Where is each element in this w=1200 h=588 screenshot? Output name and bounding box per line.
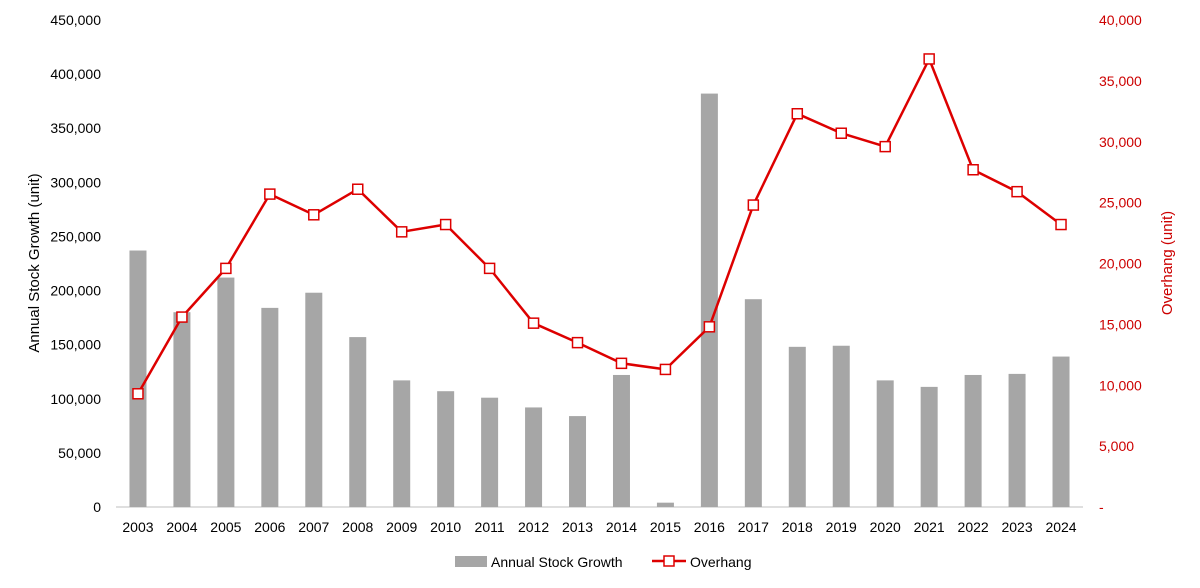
x-axis-ticks: 2003 2004 2005 2006 2007 2008 2009 2010 2011 2012… xyxy=(122,519,1076,535)
left-tick-label: 450,000 xyxy=(50,12,101,28)
right-axis-ticks: - 5,000 10,000 15,000 20,000 25,000 30,000 35,0… xyxy=(1099,12,1142,515)
legend-swatch-bar xyxy=(455,556,487,567)
overhang-point-2007 xyxy=(308,209,320,221)
overhang-point-2018 xyxy=(791,107,804,120)
left-tick-label: 300,000 xyxy=(50,174,101,190)
left-tick-label: 0 xyxy=(93,499,101,515)
left-tick-label: 350,000 xyxy=(50,120,101,136)
left-tick-label: 200,000 xyxy=(50,283,101,299)
bar-2020 xyxy=(876,380,894,507)
overhang-point-2006 xyxy=(264,188,276,200)
bar-2022 xyxy=(964,374,982,507)
bar-2003 xyxy=(129,250,147,507)
overhang-line xyxy=(136,57,1062,395)
bar-2016 xyxy=(700,93,718,507)
bar-2005 xyxy=(217,277,235,507)
bar-2008 xyxy=(349,337,367,507)
right-axis-title: Overhang (unit) xyxy=(1159,211,1176,315)
overhang-point-2009 xyxy=(395,226,408,238)
overhang-point-2017 xyxy=(747,199,760,211)
bar-2009 xyxy=(393,380,411,507)
x-tick-label: 2014 xyxy=(606,519,637,535)
x-tick-label: 2022 xyxy=(958,519,989,535)
x-tick-label: 2024 xyxy=(1045,519,1076,535)
overhang-point-2012 xyxy=(527,317,540,329)
x-tick-label: 2016 xyxy=(694,519,725,535)
x-tick-label: 2018 xyxy=(782,519,813,535)
overhang-point-2010 xyxy=(439,218,452,231)
bar-2018 xyxy=(788,346,806,507)
bar-2019 xyxy=(832,345,850,507)
right-tick-label: 20,000 xyxy=(1099,256,1142,272)
overhang-point-2003 xyxy=(132,388,144,400)
x-tick-label: 2007 xyxy=(298,519,329,535)
x-tick-label: 2020 xyxy=(870,519,901,535)
left-axis-ticks: 0 50,000 100,000 150,000 200,000 250,000 300,0… xyxy=(50,12,101,515)
overhang-point-2022 xyxy=(967,164,979,176)
x-tick-label: 2010 xyxy=(430,519,461,535)
legend: Annual Stock Growth Overhang xyxy=(455,554,751,570)
bar-2012 xyxy=(525,407,543,507)
bar-2011 xyxy=(481,397,499,507)
overhang-point-2014 xyxy=(615,357,628,370)
overhang-point-2008 xyxy=(352,183,364,195)
legend-swatch-marker xyxy=(663,555,675,567)
bar-2004 xyxy=(173,312,191,507)
overhang-point-2004 xyxy=(176,311,188,323)
x-tick-label: 2009 xyxy=(386,519,417,535)
bar-2010 xyxy=(437,391,455,507)
right-tick-label: 35,000 xyxy=(1099,73,1142,89)
left-tick-label: 250,000 xyxy=(50,228,101,244)
right-tick-label: 10,000 xyxy=(1099,377,1142,393)
right-tick-label: 30,000 xyxy=(1099,134,1142,150)
x-tick-label: 2004 xyxy=(166,519,197,535)
left-tick-label: 400,000 xyxy=(50,66,101,82)
x-tick-label: 2006 xyxy=(254,519,285,535)
right-tick-label: 25,000 xyxy=(1099,195,1142,211)
left-axis-title: Annual Stock Growth (unit) xyxy=(26,173,43,352)
legend-label-bar: Annual Stock Growth xyxy=(491,554,623,570)
overhang-point-2011 xyxy=(483,262,496,275)
x-tick-label: 2005 xyxy=(210,519,241,535)
overhang-point-2020 xyxy=(879,140,891,153)
x-tick-label: 2012 xyxy=(518,519,549,535)
overhang-point-2024 xyxy=(1055,218,1067,231)
x-tick-label: 2015 xyxy=(650,519,681,535)
x-tick-label: 2003 xyxy=(122,519,153,535)
line-series xyxy=(132,53,1067,400)
bar-2013 xyxy=(569,416,587,507)
left-tick-label: 100,000 xyxy=(50,391,101,407)
x-tick-label: 2008 xyxy=(342,519,373,535)
overhang-point-2023 xyxy=(1011,185,1023,198)
right-tick-label: 40,000 xyxy=(1099,12,1142,28)
x-tick-label: 2011 xyxy=(475,519,505,535)
bar-2006 xyxy=(261,307,279,507)
overhang-point-2021 xyxy=(923,53,935,65)
bar-series xyxy=(129,93,1070,507)
bar-2015 xyxy=(656,502,674,507)
right-tick-label: 5,000 xyxy=(1099,438,1134,454)
bar-2017 xyxy=(744,299,762,507)
x-tick-label: 2023 xyxy=(1001,519,1032,535)
bar-2007 xyxy=(305,292,323,507)
left-tick-label: 50,000 xyxy=(58,445,101,461)
right-tick-label: 15,000 xyxy=(1099,316,1142,332)
bar-2024 xyxy=(1052,356,1070,507)
legend-label-line: Overhang xyxy=(690,554,751,570)
overhang-point-2005 xyxy=(220,262,232,275)
overhang-point-2015 xyxy=(659,363,672,376)
x-tick-label: 2017 xyxy=(738,519,769,535)
bar-2014 xyxy=(612,374,630,507)
overhang-point-2019 xyxy=(835,127,847,139)
right-tick-label: - xyxy=(1099,499,1104,515)
bar-2023 xyxy=(1008,373,1026,507)
x-tick-label: 2013 xyxy=(562,519,593,535)
x-tick-label: 2019 xyxy=(826,519,857,535)
left-tick-label: 150,000 xyxy=(50,337,101,353)
x-tick-label: 2021 xyxy=(914,519,945,535)
overhang-point-2013 xyxy=(571,336,584,349)
overhang-point-2016 xyxy=(703,321,716,333)
bar-2021 xyxy=(920,386,938,507)
